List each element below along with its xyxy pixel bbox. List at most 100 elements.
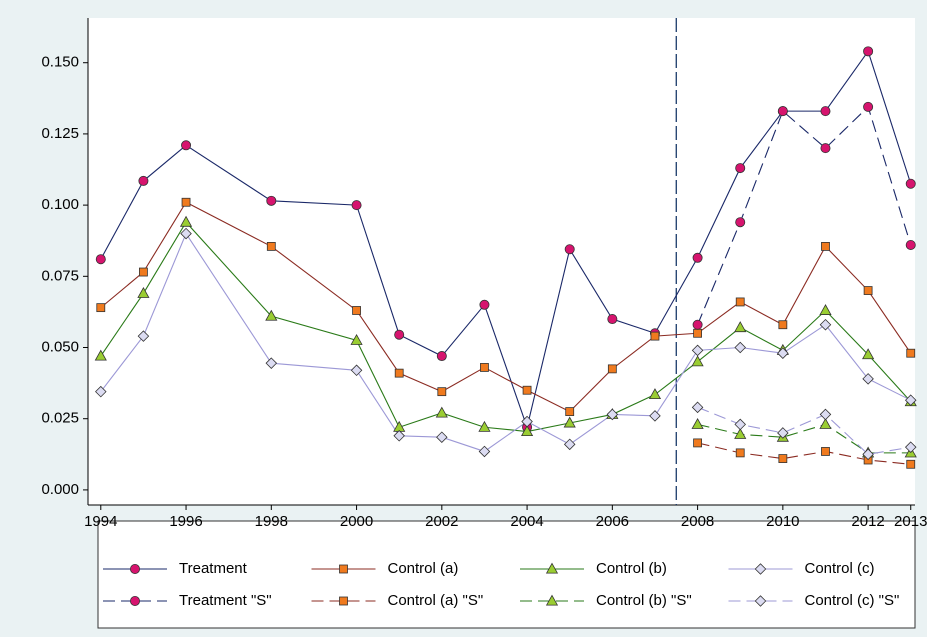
marker <box>520 425 534 437</box>
marker <box>905 178 916 189</box>
marker <box>139 267 148 277</box>
legend-marker <box>339 596 348 606</box>
legend-label: Control (b) <box>596 560 667 577</box>
series-line <box>697 406 911 455</box>
marker <box>265 357 278 369</box>
x-tick-label: 2012 <box>851 513 884 530</box>
marker <box>563 416 576 428</box>
marker <box>819 417 832 429</box>
marker <box>436 351 447 362</box>
plot-area <box>88 18 915 505</box>
marker <box>734 418 746 431</box>
legend-marker <box>545 594 559 606</box>
legend-marker <box>129 564 140 575</box>
x-tick-label: 1996 <box>169 513 202 530</box>
marker <box>862 348 875 360</box>
legend-marker <box>754 595 767 607</box>
marker <box>821 242 830 251</box>
marker <box>693 438 702 448</box>
marker <box>904 441 917 453</box>
marker <box>692 252 703 263</box>
marker <box>863 46 874 57</box>
marker <box>691 355 704 367</box>
marker <box>778 454 788 463</box>
marker <box>862 373 874 385</box>
marker <box>563 438 576 451</box>
marker <box>862 448 874 461</box>
marker <box>777 427 789 439</box>
x-tick-label: 2006 <box>596 513 629 530</box>
legend-label: Control (c) "S" <box>805 592 900 609</box>
series-line <box>697 442 911 465</box>
legend-marker <box>129 596 140 607</box>
x-tick-label: 2008 <box>681 513 714 530</box>
legend-label: Control (a) <box>388 560 459 577</box>
marker <box>778 320 788 330</box>
marker <box>435 406 448 418</box>
marker <box>863 101 874 112</box>
marker <box>96 303 106 313</box>
marker <box>480 363 489 372</box>
marker <box>179 215 193 227</box>
marker <box>904 394 917 406</box>
marker <box>606 408 619 421</box>
legend-label: Treatment <box>179 560 248 577</box>
x-tick-label: 2000 <box>340 513 373 530</box>
marker <box>734 427 747 439</box>
marker <box>820 143 831 154</box>
series-line <box>697 105 912 325</box>
legend-label: Control (b) "S" <box>596 592 692 609</box>
x-tick-label: 1998 <box>255 513 288 530</box>
marker <box>436 431 448 443</box>
marker <box>692 319 703 330</box>
marker <box>351 200 362 211</box>
marker <box>691 344 704 357</box>
y-tick-label: 0.025 <box>41 410 79 427</box>
x-tick-label: 2002 <box>425 513 458 530</box>
marker <box>350 364 363 377</box>
marker <box>137 330 150 342</box>
marker <box>437 387 447 397</box>
marker <box>906 348 916 358</box>
marker <box>906 459 916 469</box>
marker <box>819 318 832 331</box>
marker <box>777 347 789 359</box>
marker <box>521 415 533 428</box>
y-tick-label: 0.075 <box>41 267 79 284</box>
legend-label: Treatment "S" <box>179 592 272 609</box>
marker <box>393 430 405 442</box>
marker <box>94 349 107 361</box>
series-line <box>100 201 912 413</box>
marker <box>394 329 405 340</box>
y-tick-label: 0.125 <box>41 125 79 142</box>
x-tick-label: 2013 <box>894 513 927 530</box>
marker <box>819 408 832 421</box>
x-tick-label: 2010 <box>766 513 799 530</box>
marker <box>394 368 404 378</box>
marker <box>180 227 192 240</box>
x-tick-label: 1994 <box>84 513 117 530</box>
legend-marker <box>339 564 348 574</box>
marker <box>777 106 788 117</box>
series-line <box>100 221 912 433</box>
marker <box>479 299 490 310</box>
marker <box>734 341 746 354</box>
marker <box>735 163 746 174</box>
legend-label: Control (c) <box>805 560 875 577</box>
marker <box>181 140 192 151</box>
marker <box>265 309 278 321</box>
legend-marker <box>545 562 559 574</box>
marker <box>350 333 363 345</box>
marker <box>95 254 106 265</box>
marker <box>821 447 830 456</box>
y-tick-label: 0.100 <box>41 196 79 213</box>
x-tick-label: 2004 <box>510 513 543 530</box>
marker <box>522 385 532 395</box>
marker <box>650 331 660 341</box>
marker <box>693 328 702 338</box>
marker <box>565 407 575 416</box>
marker <box>266 195 277 206</box>
legend-marker <box>754 563 767 575</box>
